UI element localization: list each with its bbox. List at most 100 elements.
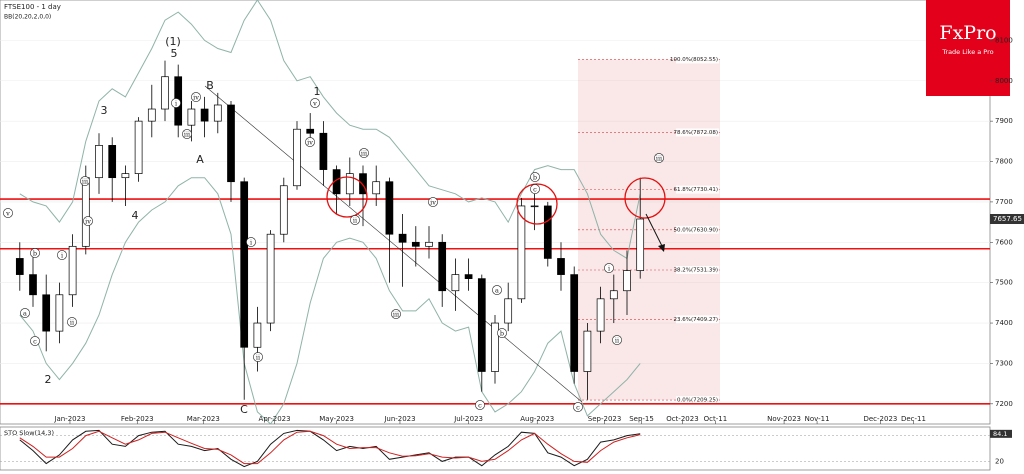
fibonacci-label: 50.0%(7630.90) [673,227,718,233]
wave-label: (1) [165,35,181,48]
circled-wave-label: b [533,173,537,181]
circled-wave-label: iii [184,130,190,138]
candle-body [15,258,24,275]
candle-body [121,173,130,179]
band-line [19,0,641,260]
fibonacci-label: 38.2%(7531.39) [673,267,718,273]
candle-body [398,233,407,243]
wave-circle [573,402,583,412]
candle-body [583,330,592,372]
circled-wave-label: b [500,329,504,337]
candle-body [161,76,169,110]
candle-body [491,322,499,372]
band-line [19,177,641,424]
candle-body [596,298,605,332]
chart-title: FTSE100 - 1 day [4,3,61,11]
wave-circle [612,335,622,345]
fibonacci-label-bg [676,265,719,274]
candle-body [240,181,249,348]
wave-circle [604,263,614,273]
candle-body [557,258,565,275]
fibonacci-label: 78.6%(7872.08) [673,130,718,136]
fibonacci-label-bg [676,185,719,194]
candle-body [504,298,513,324]
highlight-circle [516,183,558,225]
candle-body [425,241,433,247]
wave-circle [246,237,256,247]
circled-wave-label: v [5,209,10,217]
circled-wave-label: iv [85,217,91,225]
wave-label: 5 [171,47,178,60]
fibonacci-label: 100.0%(8052.55) [670,57,718,63]
wave-circle [57,250,67,260]
x-tick-label: Dec-2023 [863,415,897,423]
x-tick-label: Oct-11 [704,415,728,423]
oscillator-title: STO Slow(14,3) [4,429,54,437]
circled-wave-label: b [33,249,37,257]
fibonacci-label: 23.6%(7409.27) [673,317,718,323]
projection-arrow-head [658,244,665,252]
wave-circle [3,208,13,218]
circled-wave-label: a [495,286,499,294]
wave-label: 3 [101,104,108,117]
oscillator-line [19,429,641,468]
candle-body [477,278,486,372]
candle-body [42,294,51,332]
wave-circle [171,98,181,108]
circled-wave-label: iv [430,198,436,206]
x-tick-label: Feb-2023 [121,415,154,423]
trend-line [204,85,583,403]
circled-wave-label: c [576,403,580,411]
oscillator-line [19,430,641,465]
x-tick-label: Nov-2023 [767,415,801,423]
y-tick-label: 8000 [995,77,1013,85]
candle-body [517,205,526,300]
plot-area: 100.0%(8052.55) 78.6%(7872.08) 61.8%(7730.… [0,0,990,424]
wave-label: 1 [314,85,321,98]
x-tick-label: Jan-2023 [53,415,85,423]
logo-name: FxPro [939,22,996,44]
x-tick-label: Jul-2023 [453,415,483,423]
fibonacci-label-bg [676,128,719,137]
y-tick-label: 7700 [995,198,1013,206]
candle-body [636,218,645,271]
candle-body [68,245,77,296]
wave-circle [305,137,315,147]
highlight-circle [624,177,666,219]
candle-body [332,169,341,195]
fibonacci-label: 61.8%(7730.41) [673,187,718,193]
candle-body [345,173,354,195]
x-tick-label: Sep-15 [629,415,654,423]
wave-label: A [196,153,204,166]
candle-body [81,177,90,247]
candle-body [213,104,222,122]
candle-body [108,145,117,179]
x-tick-label: Oct-2023 [666,415,698,423]
x-tick-label: Dec-11 [901,415,926,423]
y-tick-label: 7600 [995,238,1013,246]
y-tick-label: 7300 [995,359,1013,367]
circled-wave-label: ii [256,353,260,361]
x-tick-label: Nov-11 [805,415,830,423]
circled-wave-label: iii [393,310,399,318]
projection-arrow [645,213,665,251]
oscillator-value-tag [990,429,1012,438]
wave-label: 4 [132,209,139,222]
candle-body [385,181,394,235]
wave-label: C [240,403,248,416]
x-tick-label: Aug-2023 [520,415,554,423]
wave-circle [310,98,320,108]
wave-label: B [206,79,214,92]
x-tick-label: Jun-2023 [383,415,415,423]
candle-body [359,173,367,195]
circled-wave-label: ii [615,336,619,344]
circled-wave-label: a [23,309,27,317]
candle-body [29,274,37,296]
wave-circle [530,184,540,194]
wave-circle [253,352,263,362]
wave-circle [654,153,664,163]
circled-wave-label: ii [70,318,74,326]
candle-body [253,322,262,348]
candle-body [200,108,209,122]
logo-tagline: Trade Like a Pro [941,48,993,56]
